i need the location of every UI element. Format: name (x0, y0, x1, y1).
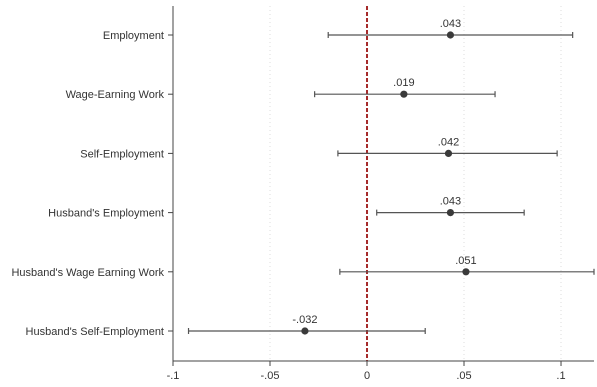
estimate-marker (446, 31, 455, 39)
x-tick-label: .05 (456, 370, 471, 382)
estimates: .043 .019 .042 .043 .051 -.032 (187, 18, 595, 335)
estimate-label: -.032 (292, 314, 317, 326)
axes (172, 6, 594, 362)
category-label: Husband's Wage Earning Work (11, 267, 164, 279)
estimate-marker (462, 268, 470, 276)
category-label: Husband's Self-Employment (26, 326, 164, 338)
category-label: Wage-Earning Work (66, 89, 165, 101)
estimate-marker (444, 149, 453, 157)
estimate-marker (400, 90, 408, 98)
x-tick-label: -.1 (167, 370, 180, 382)
category-labels: Employment Wage-Earning Work Self-Employme… (11, 30, 173, 338)
estimate-label: .051 (455, 255, 476, 267)
estimate-marker (446, 209, 455, 217)
category-label: Self-Employment (80, 148, 164, 160)
estimate-label: .042 (438, 136, 459, 148)
x-tick-label: .1 (556, 370, 565, 382)
estimate-label: .043 (440, 196, 461, 208)
estimate-label: .043 (440, 18, 461, 30)
x-tick-label: 0 (364, 370, 370, 382)
x-ticks: -.1 -.05 0 .05 .1 (167, 361, 566, 382)
category-label: Husband's Employment (48, 208, 164, 220)
estimate-marker (301, 327, 309, 335)
estimate-label: .019 (393, 77, 414, 89)
category-label: Employment (103, 30, 164, 42)
x-tick-label: -.05 (261, 370, 280, 382)
